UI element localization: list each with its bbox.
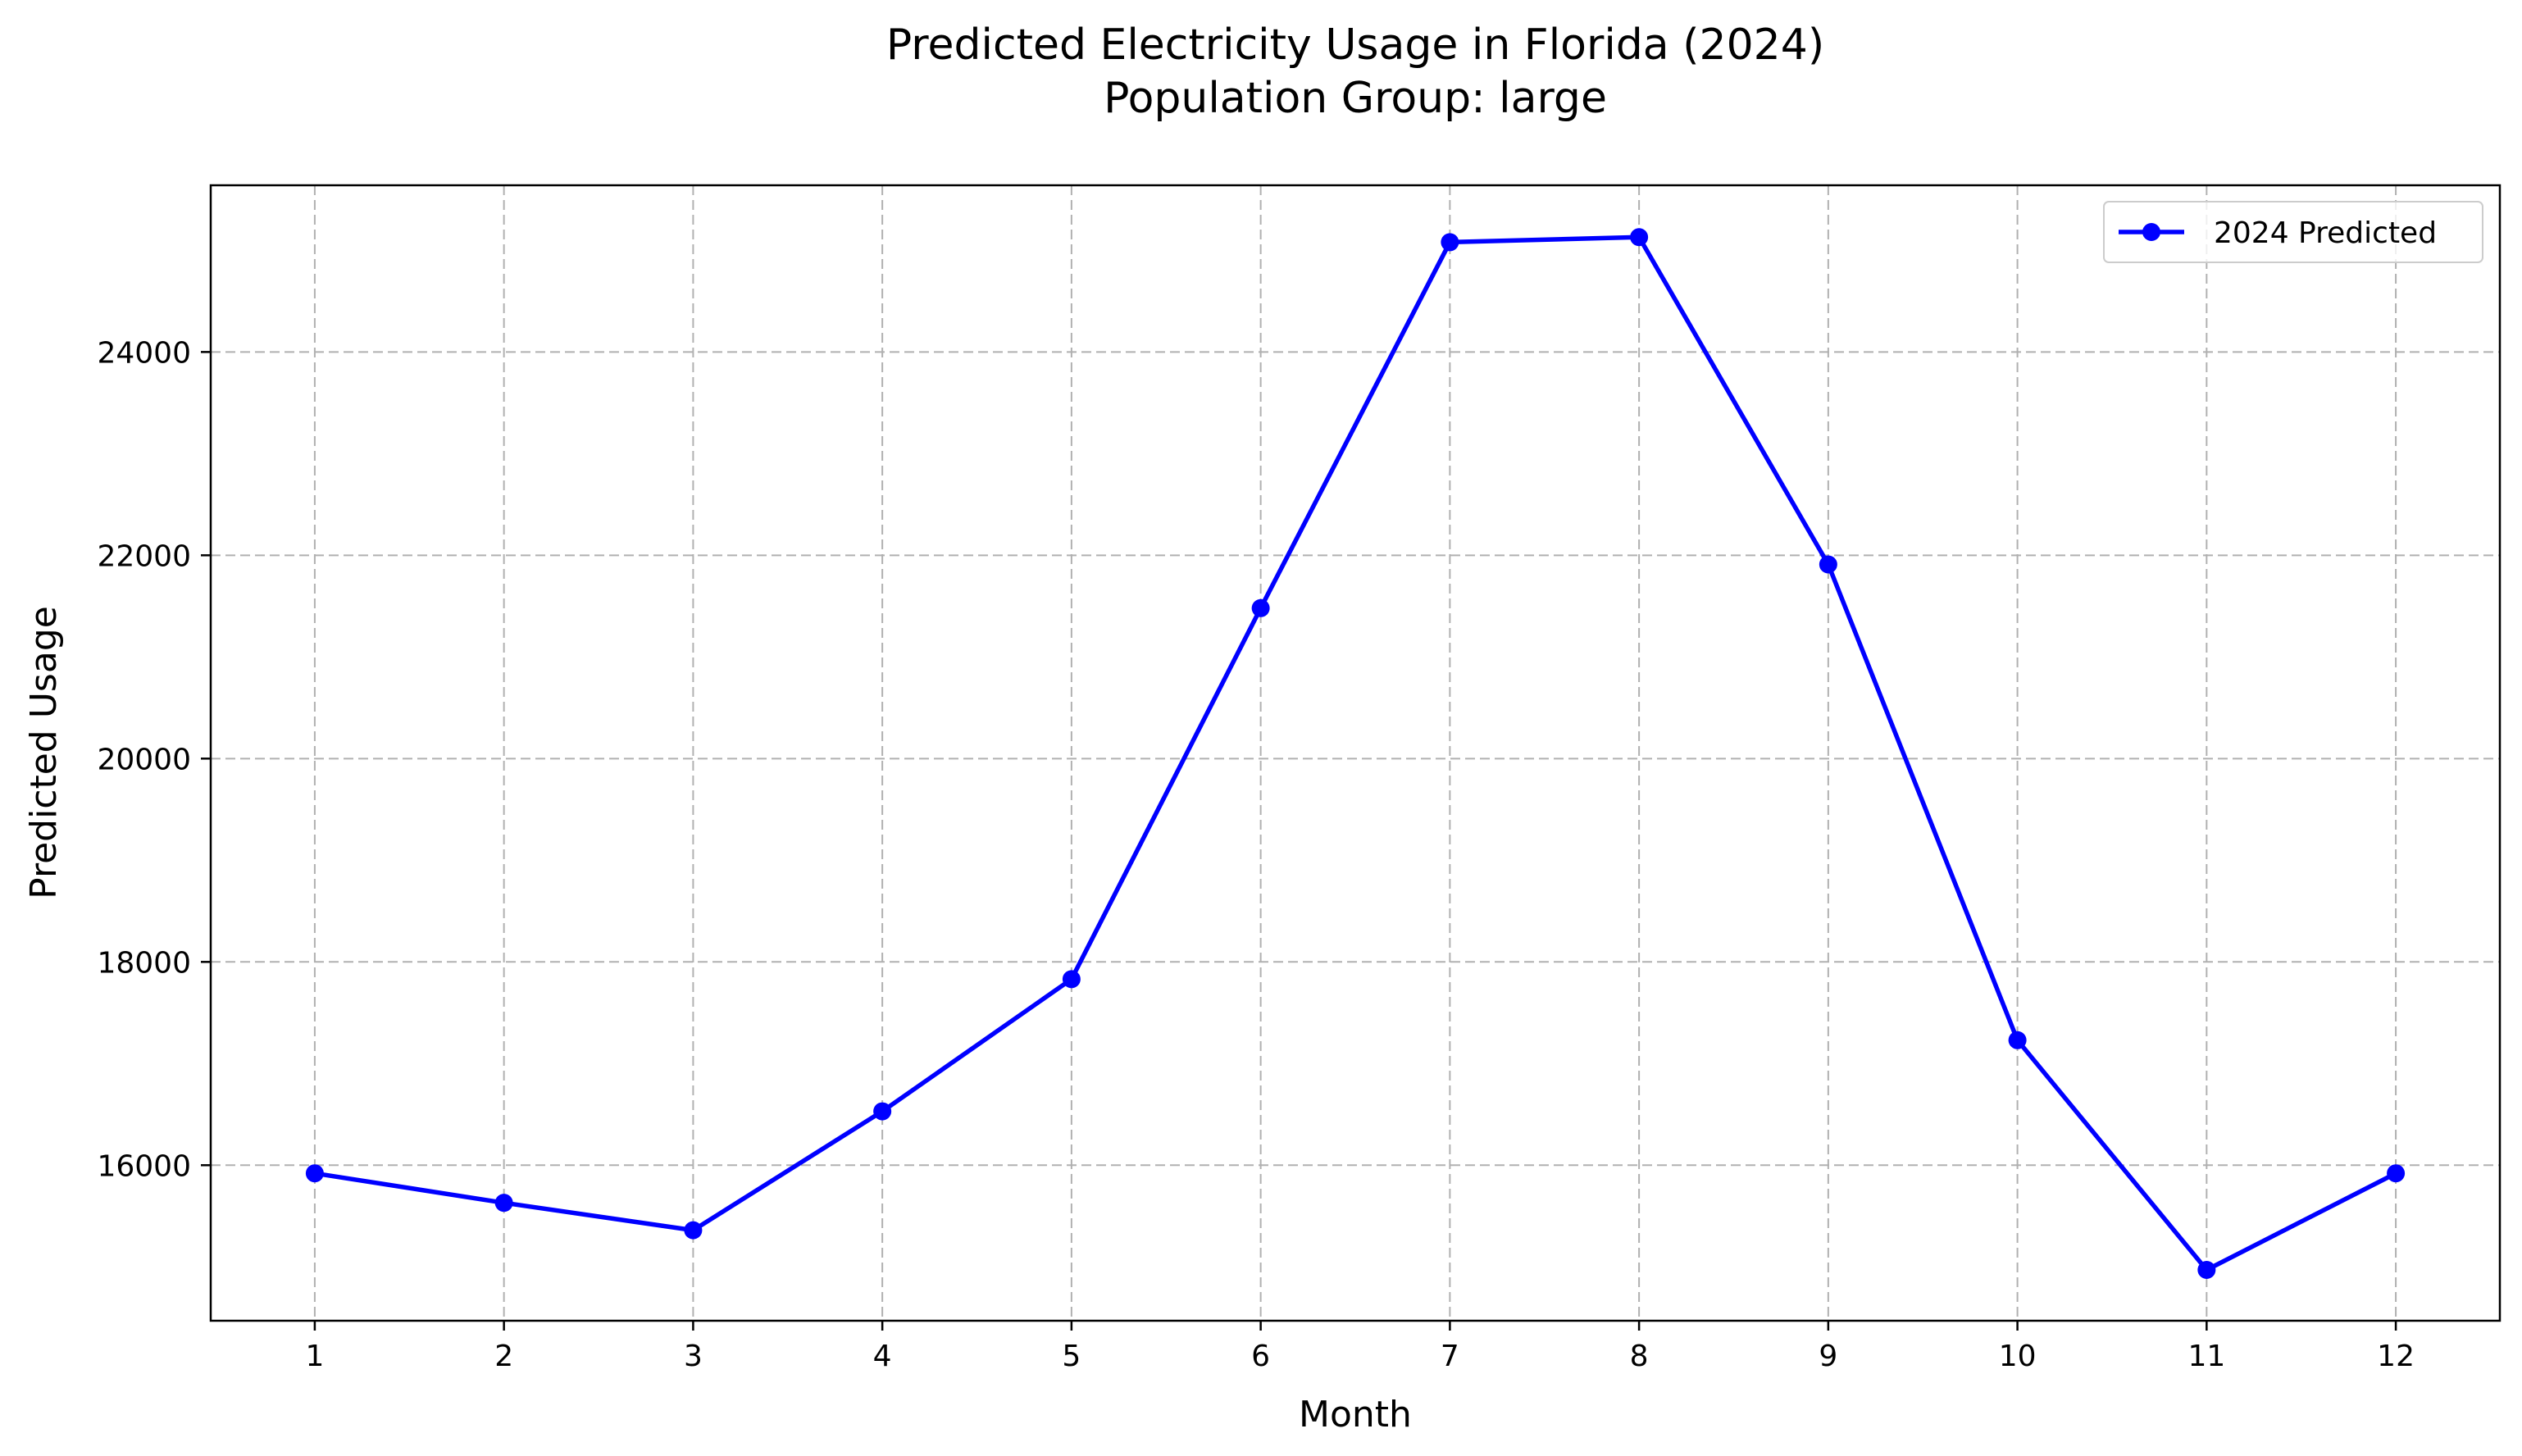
chart-title-line2: Population Group: large [1104,74,1607,123]
plot-frame [209,184,2502,1322]
data-point [305,1164,324,1183]
legend-box [2103,201,2483,263]
data-point [2387,1164,2406,1183]
data-point [1819,555,1837,574]
x-tick-label: 8 [1630,1340,1649,1373]
y-tick-label: 20000 [97,743,191,776]
x-tick-label: 3 [684,1340,703,1373]
data-point [1062,970,1081,989]
data-point [1251,598,1270,617]
x-tick-label: 9 [1819,1340,1837,1373]
x-tick-label: 12 [2377,1340,2415,1373]
data-point [1441,233,1459,252]
data-point [494,1194,513,1213]
series-group [305,228,2406,1280]
y-tick-label: 22000 [97,539,191,573]
legend: 2024 Predicted [2103,201,2483,263]
x-tick-label: 1 [305,1340,324,1373]
legend-label: 2024 Predicted [2214,216,2437,250]
x-tick-label: 11 [2187,1340,2225,1373]
x-tick-label: 10 [1999,1340,2037,1373]
chart-title-line1: Predicted Electricity Usage in Florida (… [886,20,1824,70]
legend-point-marker [2142,223,2160,241]
data-point [1630,228,1649,247]
x-tick-label: 4 [873,1340,892,1373]
y-tick-label: 18000 [97,946,191,980]
x-tick-label: 6 [1251,1340,1270,1373]
series-line [314,234,2397,1272]
grid-lines [211,185,2500,1321]
y-tick-label: 24000 [97,336,191,370]
x-tick-label: 5 [1062,1340,1081,1373]
data-point [684,1221,703,1240]
data-point [873,1102,892,1121]
x-tick-label: 7 [1441,1340,1459,1373]
y-tick-label: 16000 [97,1149,191,1183]
data-point [2197,1261,2216,1280]
x-tick-label: 2 [494,1340,513,1373]
y-axis-label: Predicted Usage [23,606,65,899]
x-axis-label: Month [1299,1394,1412,1436]
data-point [2008,1031,2027,1049]
